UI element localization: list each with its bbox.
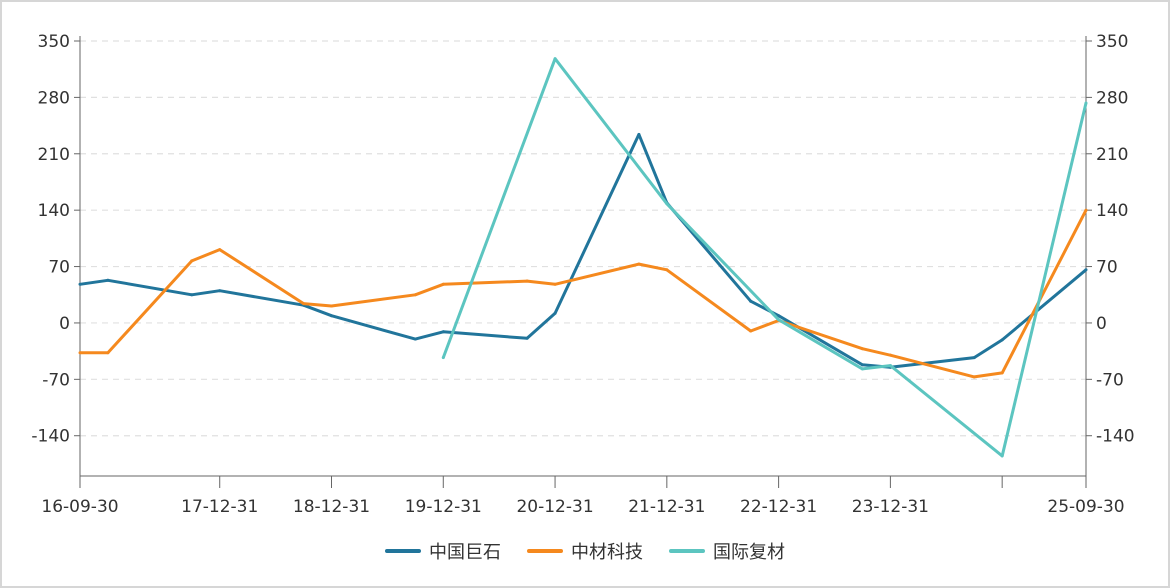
data-point (749, 329, 753, 333)
data-point (78, 351, 82, 355)
data-point (553, 282, 557, 286)
x-tick-label: 20-12-31 (516, 497, 593, 517)
data-point (777, 318, 781, 322)
data-point (777, 314, 781, 318)
data-point (218, 289, 222, 293)
data-point (637, 132, 641, 136)
y-tick-label-left: 350 (38, 32, 70, 52)
data-point (665, 268, 669, 272)
data-point (106, 278, 110, 282)
y-tick-label-right: 0 (1096, 314, 1107, 334)
x-tick-label: 16-09-30 (41, 497, 118, 517)
y-tick-label-right: 280 (1096, 88, 1128, 108)
legend: 中国巨石 中材科技 国际复材 (0, 538, 1170, 564)
y-tick-label-right: 350 (1096, 32, 1128, 52)
data-point (1084, 268, 1088, 272)
data-point (78, 282, 82, 286)
x-tick-label: 25-09-30 (1047, 497, 1124, 517)
data-point (637, 262, 641, 266)
data-point (525, 336, 529, 340)
x-tick-label: 22-12-31 (740, 497, 817, 517)
data-point (441, 330, 445, 334)
data-point (665, 202, 669, 206)
legend-label: 中材科技 (571, 542, 643, 563)
data-point (190, 293, 194, 297)
data-point (1000, 454, 1004, 458)
data-point (106, 351, 110, 355)
y-tick-label-left: -140 (31, 427, 70, 447)
data-point (860, 363, 864, 367)
data-point (888, 353, 892, 357)
y-tick-label-left: -70 (42, 370, 70, 390)
x-tick-label: 19-12-31 (405, 497, 482, 517)
x-tick-label: 17-12-31 (181, 497, 258, 517)
y-tick-label-right: -70 (1096, 370, 1124, 390)
data-point (972, 375, 976, 379)
y-tick-label-left: 280 (38, 88, 70, 108)
data-point (860, 367, 864, 371)
y-tick-label-right: 70 (1096, 258, 1118, 278)
data-point (330, 304, 333, 308)
x-tick-label: 18-12-31 (293, 497, 370, 517)
data-point (441, 282, 445, 286)
series-line-1 (79, 132, 1087, 369)
data-point (190, 259, 194, 263)
data-point (525, 279, 529, 283)
legend-swatch (385, 549, 421, 553)
data-point (218, 248, 222, 252)
data-point (553, 311, 557, 315)
data-point (1000, 338, 1004, 342)
legend-item[interactable]: 中材科技 (527, 538, 643, 564)
data-point (302, 302, 306, 306)
series-line-3 (441, 57, 1088, 458)
y-tick-label-right: -140 (1096, 427, 1135, 447)
y-tick-label-left: 70 (48, 258, 70, 278)
data-point (441, 356, 445, 360)
legend-label: 国际复材 (713, 542, 785, 563)
y-tick-label-left: 0 (59, 314, 70, 334)
data-point (888, 364, 892, 368)
data-point (553, 57, 557, 61)
x-tick-label: 21-12-31 (628, 497, 705, 517)
legend-swatch (669, 549, 705, 553)
data-point (413, 293, 417, 297)
x-tick-label: 23-12-31 (852, 497, 929, 517)
legend-item[interactable]: 中国巨石 (385, 538, 501, 564)
data-point (860, 347, 864, 351)
data-point (749, 299, 753, 303)
data-point (413, 337, 417, 341)
legend-swatch (527, 549, 563, 553)
y-tick-label-left: 210 (38, 145, 70, 165)
data-point (1000, 371, 1004, 375)
legend-item[interactable]: 国际复材 (669, 538, 785, 564)
y-tick-label-right: 210 (1096, 145, 1128, 165)
data-point (330, 314, 333, 318)
data-point (972, 356, 976, 360)
data-point (1084, 208, 1088, 212)
legend-label: 中国巨石 (429, 542, 501, 563)
data-point (1084, 101, 1088, 105)
y-tick-label-left: 140 (38, 201, 70, 221)
y-tick-label-right: 140 (1096, 201, 1128, 221)
